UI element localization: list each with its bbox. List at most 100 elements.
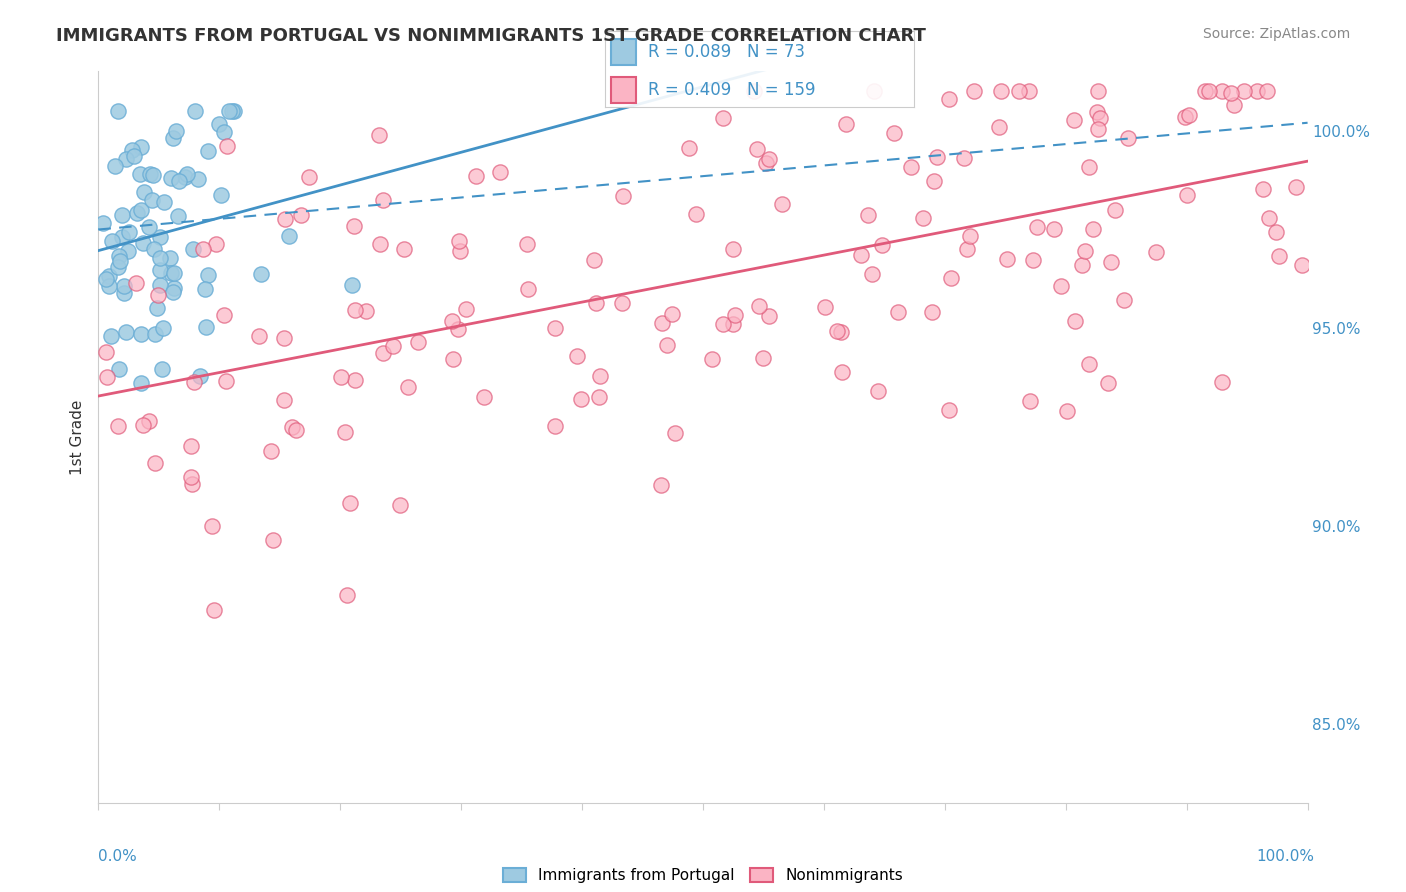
Point	[921, 304, 943, 318]
Point	[138, 219, 160, 234]
Point	[900, 160, 922, 174]
Point	[1078, 357, 1101, 371]
Point	[447, 322, 470, 336]
Point	[204, 237, 226, 252]
Point	[1081, 222, 1104, 236]
Point	[107, 419, 129, 434]
Point	[1087, 121, 1109, 136]
Point	[870, 238, 893, 252]
Point	[163, 281, 186, 295]
Point	[770, 197, 793, 211]
Point	[176, 167, 198, 181]
Point	[887, 304, 910, 318]
Point	[1088, 111, 1111, 125]
Point	[1220, 86, 1243, 100]
Point	[440, 314, 463, 328]
Point	[371, 346, 394, 360]
Point	[953, 151, 976, 165]
Point	[1211, 84, 1233, 98]
Point	[1063, 112, 1085, 127]
Point	[678, 141, 700, 155]
Point	[134, 186, 156, 200]
Point	[197, 268, 219, 282]
Point	[108, 361, 131, 376]
Point	[117, 244, 139, 258]
Point	[94, 271, 117, 285]
Point	[650, 478, 672, 492]
Point	[1112, 293, 1135, 307]
Point	[202, 603, 225, 617]
Point	[132, 235, 155, 250]
Point	[755, 156, 778, 170]
Point	[343, 219, 366, 233]
Point	[454, 301, 477, 316]
Point	[589, 369, 612, 384]
Point	[195, 319, 218, 334]
Point	[129, 140, 152, 154]
Point	[212, 124, 235, 138]
Point	[571, 392, 593, 406]
Point	[1291, 258, 1313, 272]
Point	[98, 279, 121, 293]
Point	[831, 365, 853, 379]
Point	[661, 307, 683, 321]
Point	[685, 207, 707, 221]
Point	[129, 326, 152, 341]
Point	[758, 152, 780, 166]
Point	[152, 321, 174, 335]
Point	[938, 403, 960, 417]
Point	[139, 167, 162, 181]
Point	[1056, 404, 1078, 418]
Point	[150, 362, 173, 376]
Point	[742, 84, 765, 98]
Point	[262, 533, 284, 547]
Point	[588, 390, 610, 404]
Point	[96, 370, 118, 384]
Point	[758, 309, 780, 323]
Point	[1018, 84, 1040, 98]
Point	[330, 370, 353, 384]
Point	[107, 260, 129, 274]
Point	[863, 84, 886, 98]
Point	[825, 324, 848, 338]
Point	[911, 211, 934, 225]
Point	[472, 390, 495, 404]
Point	[217, 138, 239, 153]
Text: 100.0%: 100.0%	[1257, 849, 1315, 863]
Point	[1233, 84, 1256, 98]
Point	[260, 443, 283, 458]
Point	[146, 301, 169, 315]
Point	[1116, 131, 1139, 145]
Point	[149, 263, 172, 277]
Point	[664, 426, 686, 441]
Point	[1223, 98, 1246, 112]
Point	[143, 242, 166, 256]
Point	[1104, 202, 1126, 217]
Point	[197, 145, 219, 159]
Point	[356, 303, 378, 318]
Point	[392, 242, 415, 256]
Point	[1077, 160, 1099, 174]
Point	[221, 103, 243, 118]
Point	[724, 308, 747, 322]
Point	[162, 131, 184, 145]
Point	[516, 237, 538, 252]
Text: R = 0.089   N = 73: R = 0.089 N = 73	[648, 43, 804, 61]
Point	[1074, 244, 1097, 258]
Point	[183, 103, 205, 118]
Point	[336, 588, 359, 602]
Point	[1049, 278, 1071, 293]
Point	[167, 173, 190, 187]
Point	[165, 124, 187, 138]
Point	[1285, 180, 1308, 194]
Point	[1211, 375, 1233, 389]
Point	[149, 230, 172, 244]
Point	[922, 174, 945, 188]
Point	[121, 143, 143, 157]
Point	[1085, 104, 1108, 119]
Text: IMMIGRANTS FROM PORTUGAL VS NONIMMIGRANTS 1ST GRADE CORRELATION CHART: IMMIGRANTS FROM PORTUGAL VS NONIMMIGRANT…	[56, 27, 927, 45]
Point	[941, 271, 963, 285]
Point	[721, 318, 744, 332]
Point	[610, 296, 633, 310]
Point	[129, 203, 152, 218]
